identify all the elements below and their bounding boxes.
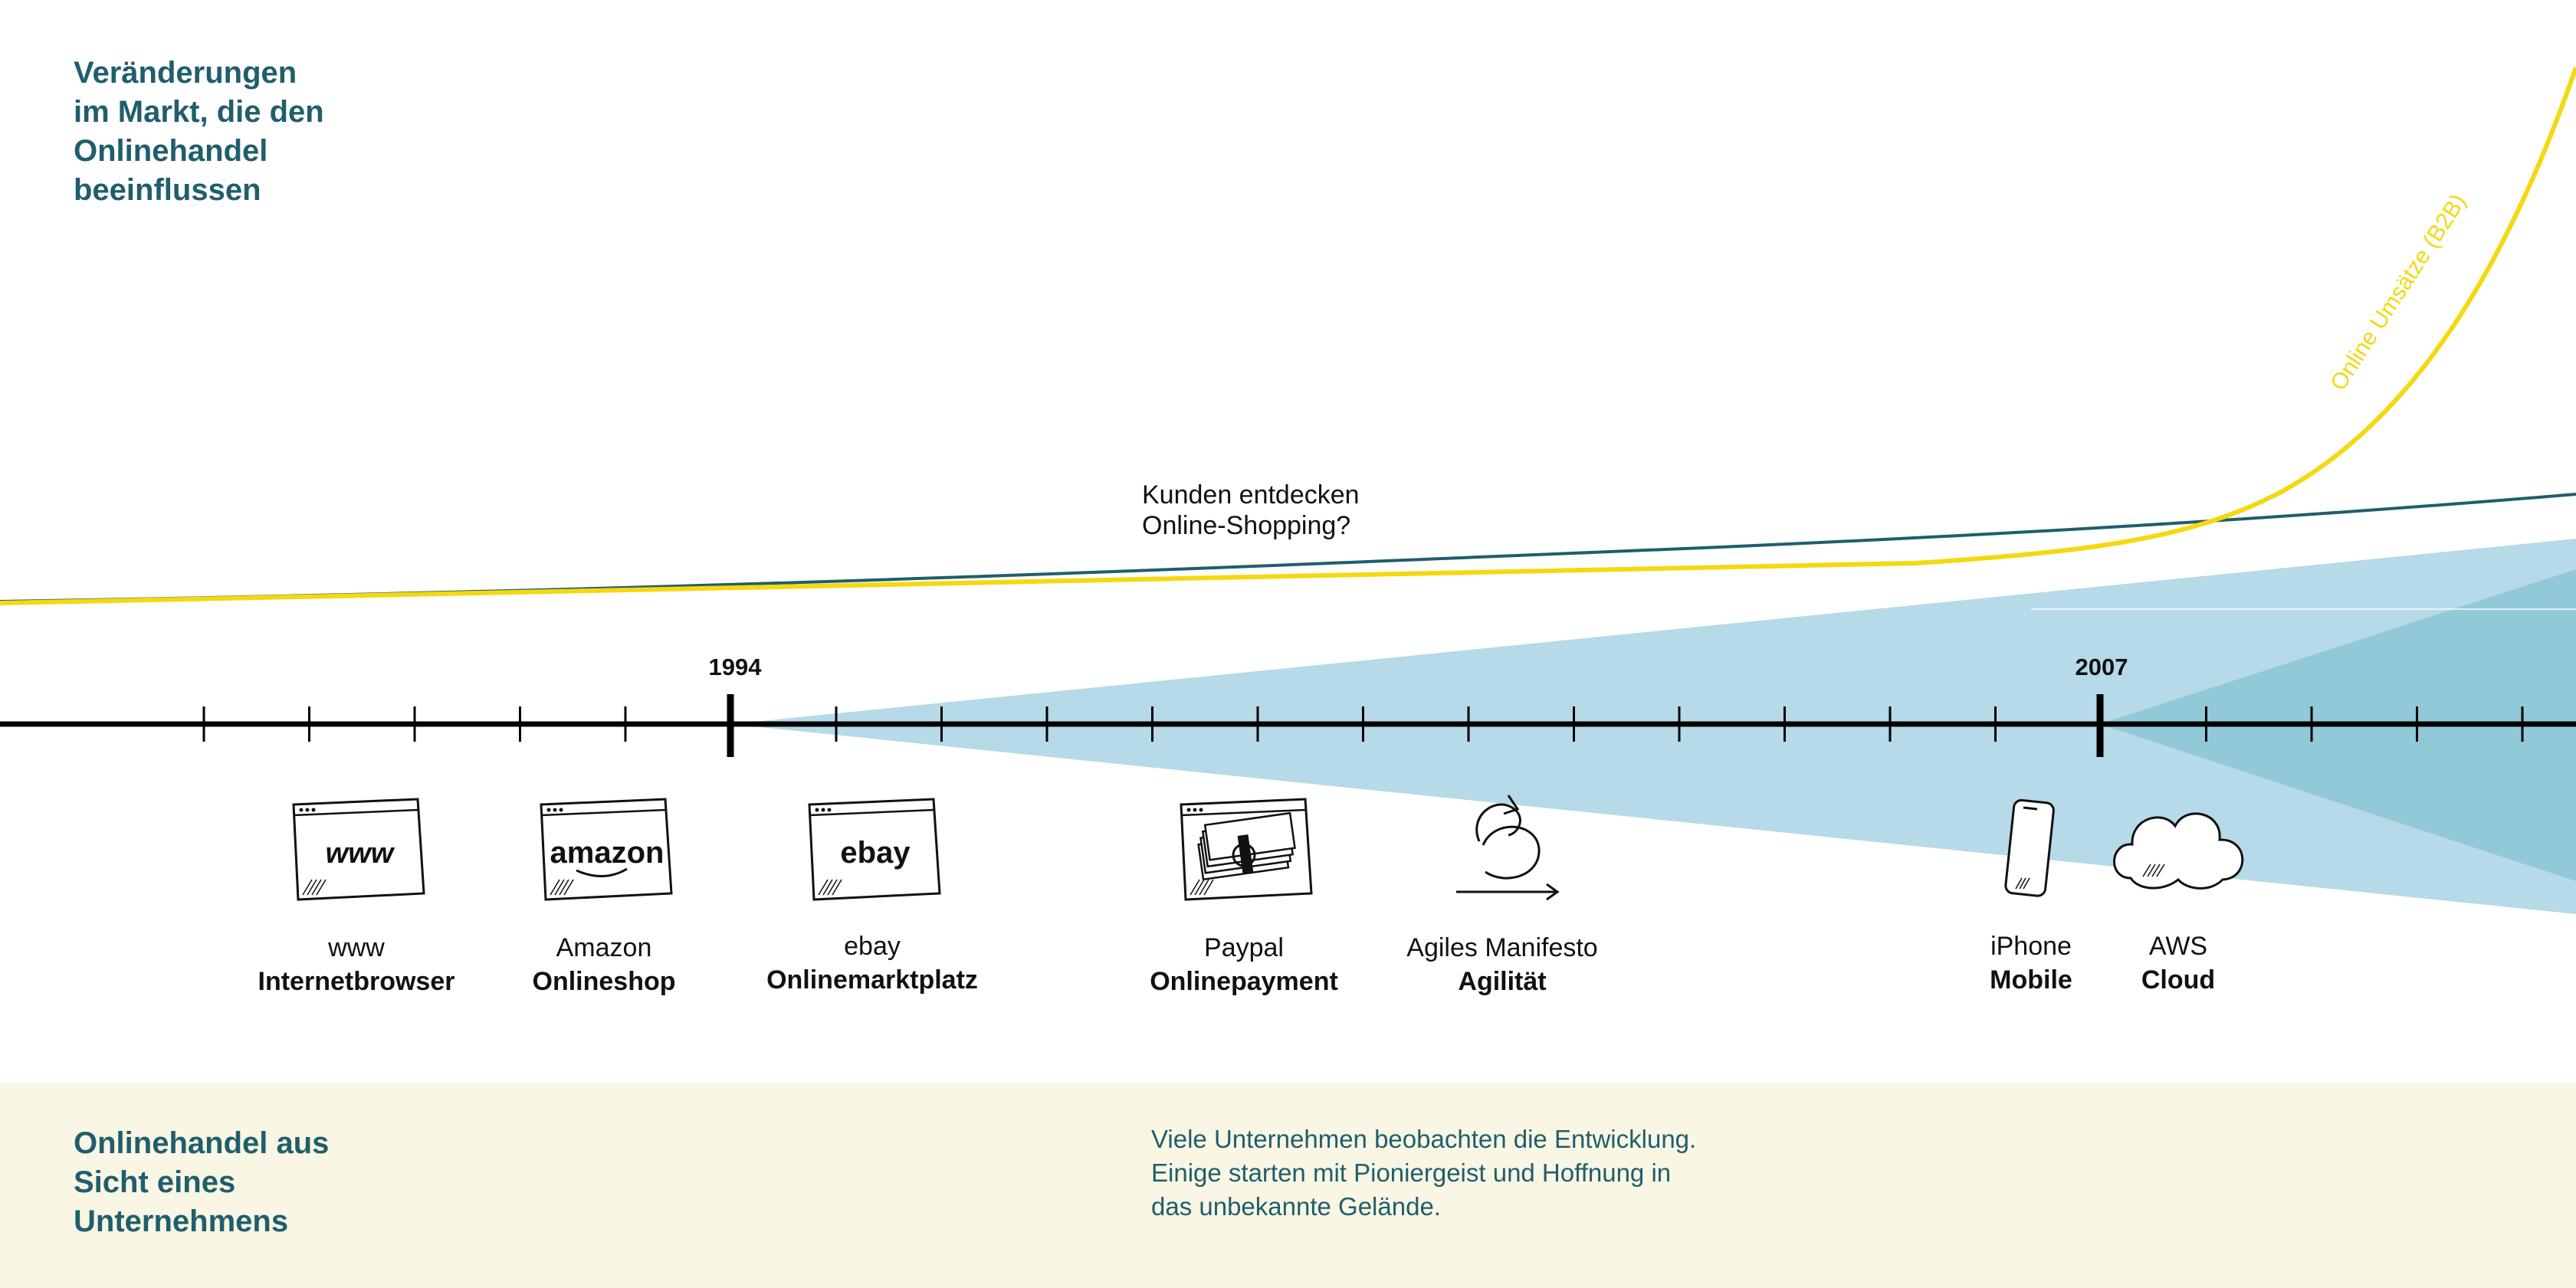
milestone-category: Internetbrowser [258, 967, 455, 996]
smartphone-icon [2004, 798, 2055, 897]
milestone-name: Amazon [556, 933, 652, 962]
milestone-name: AWS [2148, 932, 2208, 961]
milestone-icons: www amazon ebay [292, 795, 2244, 901]
milestone-label: www Internetbrowser [180, 931, 533, 998]
milestone-label: iPhone Mobile [1855, 929, 2207, 997]
browser-ebay-icon: ebay [808, 798, 941, 901]
milestone-name: Paypal [1204, 933, 1284, 962]
page-title: Veränderungen im Markt, die den Onlineha… [74, 56, 324, 207]
milestone-name: ebay [844, 932, 901, 961]
milestone-label: Agiles Manifesto Agilität [1326, 931, 1679, 998]
browser-money-icon [1180, 798, 1313, 901]
milestone-category: Onlinemarktplatz [766, 965, 978, 995]
milestone-label: Amazon Onlineshop [428, 931, 780, 998]
footer-text: Viele Unternehmen beobachten die Entwick… [1151, 1125, 1697, 1221]
year-label-1994: 1994 [708, 654, 762, 680]
milestone-category: Mobile [1990, 965, 2072, 995]
svg-text:www: www [326, 837, 395, 870]
footer-panel: Onlinehandel aus Sicht eines Unternehmen… [0, 1083, 2576, 1288]
milestone-name: iPhone [1990, 932, 2072, 961]
milestone-category: Onlinepayment [1150, 967, 1338, 996]
milestone-name: www [328, 933, 385, 962]
annotation-customers: Kunden entdecken Online-Shopping? [1142, 480, 1360, 540]
milestone-label: Paypal Onlinepayment [1068, 931, 1420, 998]
milestone-category: Cloud [2141, 965, 2216, 995]
milestone-category: Onlineshop [532, 967, 676, 996]
agile-loop-icon [1456, 795, 1560, 901]
browser-www-icon: www [292, 798, 425, 901]
svg-text:amazon: amazon [550, 836, 665, 870]
curve-label: Online Umsätze (B2B) [2325, 190, 2471, 395]
browser-amazon-icon: amazon [540, 798, 673, 901]
milestone-name: Agiles Manifesto [1406, 933, 1598, 962]
milestone-label: ebay Onlinemarktplatz [696, 929, 1048, 997]
svg-text:ebay: ebay [840, 836, 911, 870]
milestone-category: Agilität [1458, 967, 1547, 996]
milestone-label: AWS Cloud [2002, 929, 2354, 997]
footer-title: Onlinehandel aus Sicht eines Unternehmen… [74, 1126, 330, 1238]
cloud-icon [2113, 812, 2244, 890]
timeline-ticks [202, 694, 2524, 757]
year-label-2007: 2007 [2075, 654, 2128, 680]
